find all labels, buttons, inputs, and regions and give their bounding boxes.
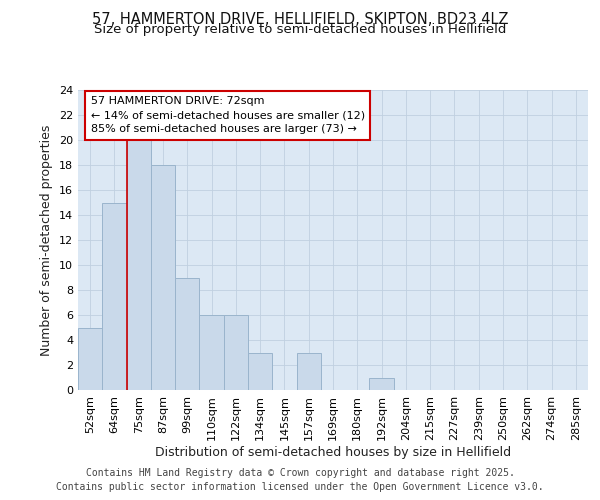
- Bar: [151, 165, 175, 390]
- Bar: [127, 140, 151, 390]
- Bar: [296, 352, 321, 390]
- Bar: [224, 315, 248, 390]
- Bar: [248, 352, 272, 390]
- Bar: [78, 328, 102, 390]
- Bar: [102, 202, 127, 390]
- X-axis label: Distribution of semi-detached houses by size in Hellifield: Distribution of semi-detached houses by …: [155, 446, 511, 458]
- Text: 57, HAMMERTON DRIVE, HELLIFIELD, SKIPTON, BD23 4LZ: 57, HAMMERTON DRIVE, HELLIFIELD, SKIPTON…: [92, 12, 508, 28]
- Bar: [175, 278, 199, 390]
- Y-axis label: Number of semi-detached properties: Number of semi-detached properties: [40, 124, 53, 356]
- Text: Contains public sector information licensed under the Open Government Licence v3: Contains public sector information licen…: [56, 482, 544, 492]
- Bar: [370, 378, 394, 390]
- Bar: [199, 315, 224, 390]
- Text: Size of property relative to semi-detached houses in Hellifield: Size of property relative to semi-detach…: [94, 22, 506, 36]
- Text: Contains HM Land Registry data © Crown copyright and database right 2025.: Contains HM Land Registry data © Crown c…: [86, 468, 514, 477]
- Text: 57 HAMMERTON DRIVE: 72sqm
← 14% of semi-detached houses are smaller (12)
85% of : 57 HAMMERTON DRIVE: 72sqm ← 14% of semi-…: [91, 96, 365, 134]
